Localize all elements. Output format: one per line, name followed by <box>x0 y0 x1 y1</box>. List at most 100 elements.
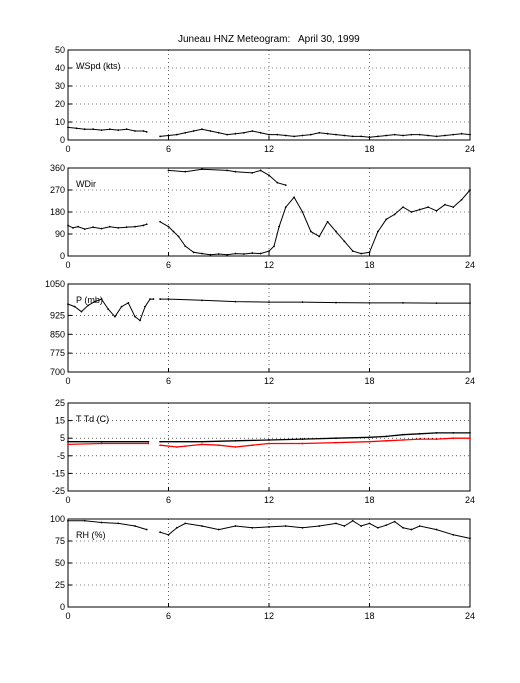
series-1-point <box>284 206 287 209</box>
series-1-point <box>100 298 103 300</box>
series-2-point <box>201 443 203 446</box>
series-1-point <box>167 225 170 228</box>
series-1-point <box>139 319 141 322</box>
x-tick-label: 18 <box>364 376 374 386</box>
series-1-point <box>284 525 287 527</box>
series-2-point <box>268 442 270 445</box>
series-2-point <box>184 445 187 448</box>
series-1-point <box>259 131 262 134</box>
series-1-point <box>268 301 270 304</box>
series-1-point <box>376 230 379 233</box>
series-1-point <box>251 252 254 254</box>
series-1-point <box>134 225 136 228</box>
x-tick-label: 6 <box>166 495 171 505</box>
panel-1: 0 6 12 18 24 0 10 20 30 40 50 WSpd (kts) <box>55 45 475 154</box>
y-tick-label: -5 <box>57 451 65 461</box>
panel-5: 0 6 12 18 24 0 25 50 75 100 RH (%) <box>50 514 475 621</box>
series-1-point <box>142 224 145 227</box>
series-1-line <box>168 168 286 186</box>
series-1-point <box>318 525 321 527</box>
series-1-point <box>108 225 111 228</box>
series-1-point <box>360 135 363 138</box>
series-1-point <box>435 432 438 434</box>
series-1-point <box>177 235 180 238</box>
series-1-point <box>226 169 229 172</box>
series-1-point <box>460 198 463 201</box>
series-1-point <box>234 439 237 442</box>
series-1-point <box>192 251 195 254</box>
series-1-point <box>145 528 148 531</box>
series-1-point <box>293 196 296 199</box>
series-2-point <box>217 444 220 447</box>
series-1-point <box>75 127 78 130</box>
series-1-point <box>167 298 170 300</box>
series-1-point <box>469 302 471 305</box>
y-tick-label: 75 <box>55 536 65 546</box>
series-1-point <box>83 228 86 231</box>
series-1-point <box>167 134 170 137</box>
series-1-point <box>184 245 187 248</box>
panel-label: P (mb) <box>76 295 103 305</box>
x-tick-label: 18 <box>364 260 374 270</box>
series-1-point <box>418 133 421 136</box>
series-1-point <box>117 522 120 525</box>
series-1-point <box>175 133 178 136</box>
series-1-point <box>368 301 371 304</box>
series-1-point <box>469 189 471 191</box>
series-1-point <box>234 300 237 303</box>
y-tick-label: 1050 <box>45 279 65 289</box>
series-1-point <box>276 133 279 136</box>
panel-label: RH (%) <box>76 530 106 540</box>
series-1-point <box>268 133 270 136</box>
chart-title-date: April 30, 1999 <box>298 34 360 45</box>
series-1-point <box>72 226 74 229</box>
series-1-point <box>268 526 270 528</box>
series-2-point <box>159 444 162 447</box>
series-1-point <box>175 526 178 529</box>
series-1-point <box>234 525 237 527</box>
series-1-point <box>452 432 455 434</box>
series-1-point <box>234 252 237 255</box>
series-2-point <box>402 439 404 441</box>
series-1-point <box>120 305 123 308</box>
y-tick-label: 0 <box>60 602 65 612</box>
series-2-point <box>335 441 337 444</box>
series-1-point <box>92 226 95 229</box>
x-tick-label: 12 <box>264 144 274 154</box>
series-1-point <box>125 226 128 229</box>
series-1-point <box>326 220 329 223</box>
y-tick-label: -15 <box>52 468 65 478</box>
y-tick-label: 30 <box>55 81 65 91</box>
series-1-point <box>469 537 471 540</box>
series-1-point <box>192 130 195 132</box>
series-1-point <box>67 440 69 443</box>
series-1-point <box>251 130 254 132</box>
series-1-point <box>149 298 151 300</box>
y-tick-label: 10 <box>55 117 65 127</box>
series-1-point <box>469 133 471 136</box>
x-tick-label: 0 <box>65 495 70 505</box>
series-1-point <box>159 440 162 443</box>
series-1-line <box>68 520 147 531</box>
series-2-point <box>469 437 471 440</box>
series-1-point <box>418 432 421 435</box>
series-1-point <box>452 206 455 209</box>
series-1-point <box>100 129 103 132</box>
series-1-point <box>67 519 69 522</box>
series-2-point <box>147 442 150 445</box>
series-1-point <box>385 524 388 527</box>
series-1-point <box>335 437 337 440</box>
series-1-point <box>418 208 421 211</box>
series-2-point <box>385 439 388 442</box>
y-tick-label: 5 <box>60 433 65 443</box>
series-1-point <box>209 253 212 256</box>
series-1-point <box>284 134 287 137</box>
y-tick-label: 15 <box>55 416 65 426</box>
series-2-point <box>100 442 103 445</box>
series-2-point <box>301 442 304 445</box>
series-1-point <box>301 526 304 529</box>
y-tick-label: 360 <box>50 163 65 173</box>
series-1-point <box>80 310 83 313</box>
series-1-point <box>167 169 170 172</box>
